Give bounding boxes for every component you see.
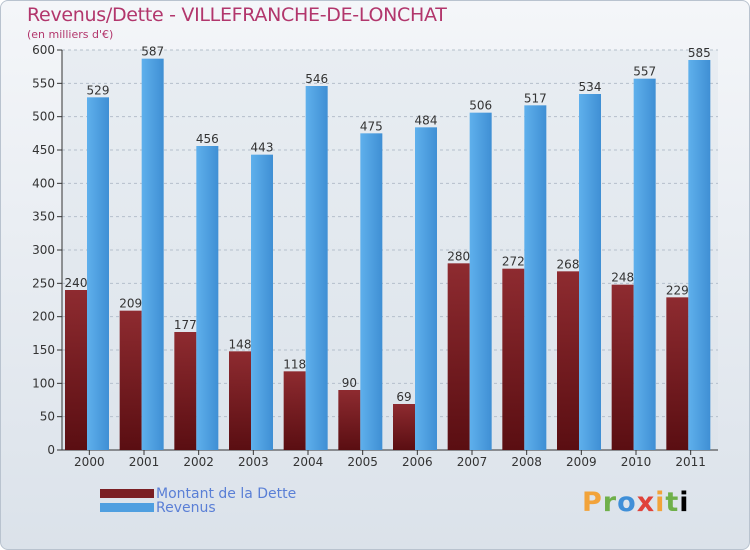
- y-tick-label: 50: [40, 410, 55, 424]
- bar-revenus: [87, 97, 109, 450]
- bar-revenus: [305, 86, 328, 450]
- data-label-revenus: 529: [87, 83, 110, 97]
- legend-swatch-dette: [100, 489, 154, 498]
- bar-dette: [338, 390, 361, 450]
- bar-dette: [65, 290, 87, 450]
- data-label-revenus: 506: [469, 99, 492, 113]
- data-label-revenus: 546: [305, 72, 328, 86]
- x-tick-label: 2009: [566, 455, 597, 469]
- x-tick-label: 2004: [293, 455, 324, 469]
- data-label-revenus: 534: [579, 80, 602, 94]
- data-label-dette: 209: [119, 297, 142, 311]
- x-tick-label: 2010: [621, 455, 652, 469]
- chart-title: Revenus/Dette - VILLEFRANCHE-DE-LONCHAT: [27, 4, 447, 26]
- data-label-dette: 268: [557, 257, 580, 271]
- y-tick-label: 400: [32, 176, 55, 190]
- data-label-revenus: 456: [196, 132, 219, 146]
- x-tick-label: 2007: [457, 455, 488, 469]
- data-label-revenus: 484: [415, 113, 438, 127]
- data-label-revenus: 475: [360, 119, 383, 133]
- legend-label-revenus: Revenus: [156, 500, 216, 516]
- y-tick-label: 200: [32, 310, 55, 324]
- data-label-revenus: 517: [524, 91, 547, 105]
- data-label-revenus: 557: [633, 65, 656, 79]
- data-label-dette: 248: [611, 271, 634, 285]
- y-tick-label: 550: [32, 76, 55, 90]
- data-label-dette: 148: [229, 337, 252, 351]
- y-tick-label: 450: [32, 143, 55, 157]
- y-tick-label: 300: [32, 243, 55, 257]
- bar-revenus: [688, 60, 711, 450]
- data-label-dette: 69: [396, 390, 411, 404]
- y-tick-label: 600: [32, 43, 55, 57]
- data-label-revenus: 585: [688, 46, 711, 60]
- legend-label-dette: Montant de la Dette: [156, 486, 297, 502]
- x-tick-label: 2000: [74, 455, 105, 469]
- bar-revenus: [251, 154, 273, 450]
- x-tick-label: 2002: [183, 455, 214, 469]
- y-tick-label: 250: [32, 276, 55, 290]
- data-label-dette: 280: [447, 249, 470, 263]
- bar-dette: [557, 271, 579, 450]
- data-label-dette: 272: [502, 255, 525, 269]
- data-label-dette: 240: [65, 276, 88, 290]
- bar-dette: [119, 310, 142, 450]
- bar-revenus: [415, 127, 437, 450]
- data-label-dette: 118: [283, 357, 306, 371]
- y-tick-label: 350: [32, 210, 55, 224]
- bar-revenus: [141, 58, 164, 451]
- x-tick-label: 2003: [238, 455, 269, 469]
- bar-dette: [447, 263, 470, 450]
- bar-dette: [283, 371, 306, 450]
- y-tick-label: 100: [32, 376, 55, 390]
- x-tick-label: 2006: [402, 455, 433, 469]
- bar-revenus: [633, 78, 656, 451]
- x-tick-label: 2001: [129, 455, 160, 469]
- bar-revenus: [579, 94, 601, 450]
- data-label-dette: 90: [342, 376, 357, 390]
- data-label-dette: 177: [174, 318, 197, 332]
- x-tick-label: 2005: [347, 455, 378, 469]
- x-tick-label: 2011: [675, 455, 706, 469]
- bar-revenus: [360, 133, 383, 451]
- bar-dette: [393, 404, 415, 450]
- x-tick-label: 2008: [511, 455, 542, 469]
- bar-revenus: [469, 112, 492, 451]
- bar-dette: [611, 284, 634, 450]
- y-tick-label: 500: [32, 110, 55, 124]
- data-label-revenus: 443: [251, 141, 274, 155]
- chart-subtitle: (en milliers d'€): [27, 28, 114, 41]
- proxiti-logo: Proxiti: [582, 487, 690, 518]
- bar-revenus: [196, 146, 219, 450]
- data-label-revenus: 587: [141, 45, 164, 59]
- bar-revenus: [524, 105, 547, 450]
- bar-dette: [666, 297, 689, 450]
- bar-dette: [502, 268, 525, 450]
- bar-dette: [174, 332, 197, 450]
- legend-swatch-revenus: [100, 503, 154, 512]
- bar-dette: [229, 351, 251, 450]
- data-label-dette: 229: [666, 283, 689, 297]
- y-tick-label: 150: [32, 343, 55, 357]
- y-tick-label: 0: [47, 443, 55, 457]
